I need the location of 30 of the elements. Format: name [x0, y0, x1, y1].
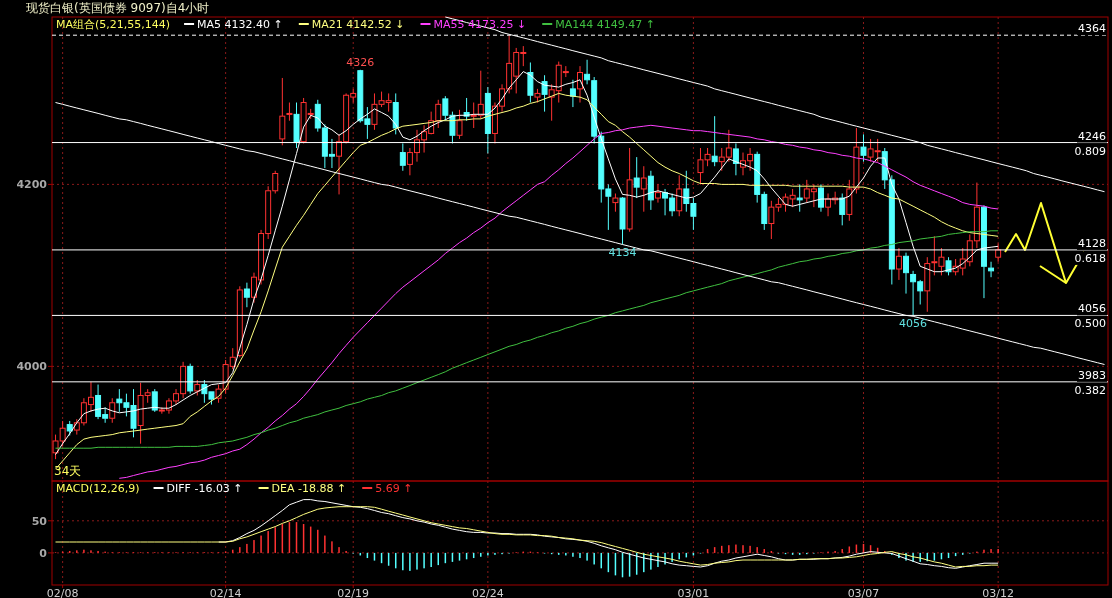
- ref-line-label: 4128 0.618: [1074, 236, 1106, 265]
- legend-label: MA144 4149.47 ↑: [555, 18, 655, 31]
- y-tick-label: 0: [39, 546, 48, 560]
- legend-label: MA5 4132.40 ↑: [197, 18, 283, 31]
- annotation: 4326: [346, 55, 375, 69]
- x-tick-label: 03/01: [677, 587, 710, 598]
- y-tick-label: 50: [31, 514, 48, 528]
- ref-line-label: 3983 0.382: [1074, 368, 1106, 397]
- annotation: 4056: [899, 317, 928, 331]
- annotation: 34天: [54, 464, 82, 478]
- x-tick-label: 02/14: [209, 587, 242, 598]
- x-tick-label: 02/19: [337, 587, 370, 598]
- legend-label: MA21 4142.52 ↓: [311, 18, 405, 31]
- x-tick-label: 02/24: [472, 587, 504, 598]
- ref-line-label: 4056 0.500: [1074, 302, 1106, 331]
- legend-label: DIFF -16.03 ↑: [166, 482, 243, 495]
- chart-title: 现货白银(英国债券 9097)自4小时: [26, 1, 210, 15]
- legend-title: MACD(12,26,9): [56, 482, 140, 495]
- legend-label: DEA -18.88 ↑: [271, 482, 347, 495]
- ref-line-label: 4246 0.809: [1074, 129, 1106, 158]
- x-tick-label: 03/12: [982, 587, 1014, 598]
- legend-label: MA55 4173.25 ↓: [433, 18, 527, 31]
- x-tick-label: 02/08: [46, 587, 79, 598]
- legend-title: MA组合(5,21,55,144): [56, 18, 171, 31]
- y-tick-label: 4200: [16, 178, 48, 192]
- x-tick-label: 03/07: [847, 587, 880, 598]
- annotation: 4134: [608, 246, 637, 260]
- y-tick-label: 4000: [16, 360, 48, 374]
- ref-line-label: 4364: [1078, 22, 1106, 36]
- legend-label: 5.69 ↑: [375, 482, 413, 495]
